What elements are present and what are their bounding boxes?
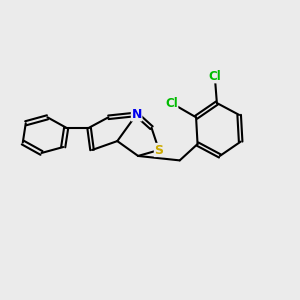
Text: N: N [131,108,142,121]
Text: Cl: Cl [208,70,221,83]
Text: Cl: Cl [165,97,178,110]
Text: S: S [154,143,164,157]
